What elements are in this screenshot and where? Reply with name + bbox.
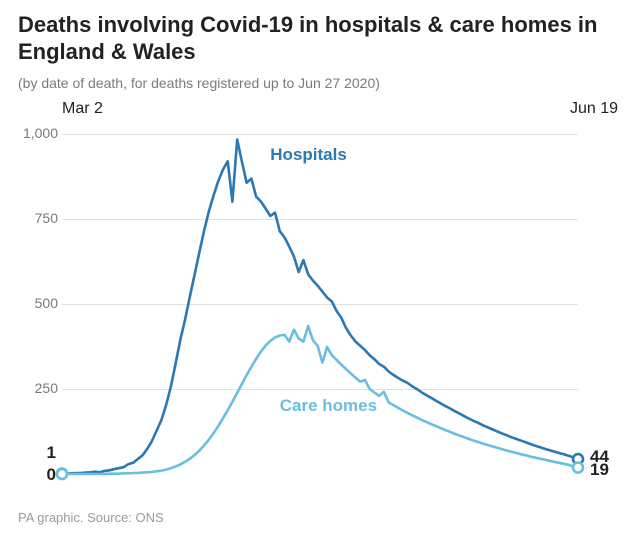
series-line-hospitals <box>62 140 578 474</box>
start-marker-care-homes <box>57 469 67 479</box>
start-value-hospitals: 1 <box>36 443 56 463</box>
chart-subtitle: (by date of death, for deaths registered… <box>18 75 380 91</box>
chart-title: Deaths involving Covid-19 in hospitals &… <box>18 12 622 66</box>
start-value-care-homes: 0 <box>36 465 56 485</box>
series-label-hospitals: Hospitals <box>270 145 347 165</box>
x-end-label: Jun 19 <box>570 100 618 118</box>
x-start-label: Mar 2 <box>62 100 103 118</box>
source-caption: PA graphic. Source: ONS <box>18 510 164 525</box>
chart-svg <box>18 122 620 486</box>
end-marker-care-homes <box>573 463 583 473</box>
end-value-care-homes: 19 <box>590 460 609 480</box>
series-label-care-homes: Care homes <box>280 396 377 416</box>
line-chart: 2505007501,000HospitalsCare homes104419 <box>18 122 620 486</box>
